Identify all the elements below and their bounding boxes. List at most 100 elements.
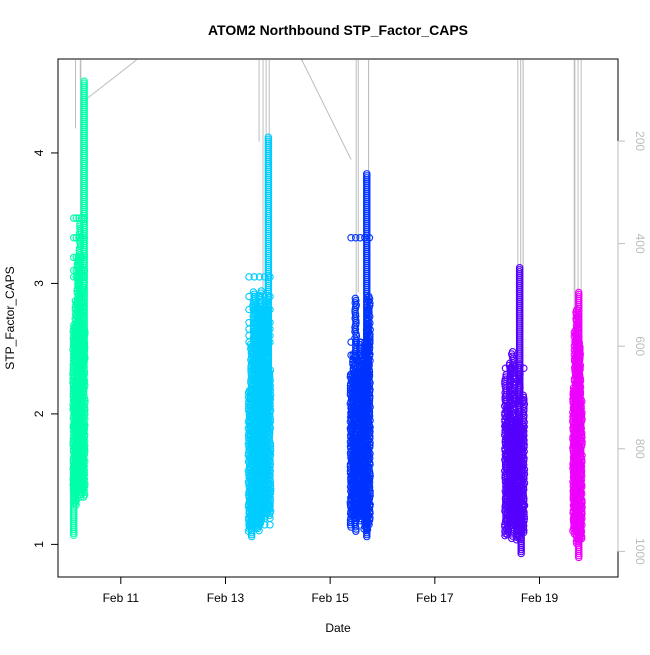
data-point — [77, 481, 86, 490]
data-point — [361, 234, 369, 242]
data-point — [574, 511, 583, 520]
data-point — [515, 268, 524, 276]
data-point — [260, 514, 269, 523]
data-point — [69, 351, 78, 359]
data-point — [365, 234, 374, 242]
data-point — [250, 514, 259, 523]
data-point — [347, 338, 355, 346]
series-1-extremes — [69, 77, 88, 539]
data-point — [250, 318, 259, 327]
data-point — [245, 488, 253, 496]
data-point — [75, 351, 83, 359]
data-point — [255, 292, 264, 301]
data-point — [250, 273, 259, 281]
data-point — [75, 253, 83, 262]
data-point — [356, 338, 364, 346]
x-tick-label: Feb 13 — [207, 591, 245, 605]
data-point — [77, 351, 86, 359]
data-point — [69, 384, 78, 392]
data-point — [69, 481, 78, 490]
data-point — [575, 501, 584, 509]
data-point — [250, 488, 259, 496]
data-point — [520, 364, 528, 372]
y-tick-label: 3 — [32, 280, 46, 287]
data-point — [361, 423, 369, 431]
data-point — [266, 305, 274, 314]
data-point — [69, 325, 78, 333]
data-point — [75, 325, 83, 333]
data-point — [72, 214, 81, 222]
y2-tick-label: 400 — [633, 234, 647, 254]
data-point — [255, 488, 264, 496]
data-point — [75, 214, 83, 222]
x-tick-label: Feb 19 — [521, 591, 559, 605]
data-point — [356, 351, 364, 359]
data-point — [506, 494, 514, 503]
data-point — [573, 462, 582, 470]
data-point — [365, 423, 374, 431]
data-point — [75, 266, 83, 275]
data-point — [264, 137, 273, 146]
data-point — [351, 494, 360, 503]
data-point — [365, 494, 374, 503]
grey-segment — [83, 59, 137, 102]
x-tick-label: Feb 11 — [103, 591, 140, 605]
data-point — [72, 351, 81, 359]
data-point — [515, 494, 523, 503]
data-point — [574, 290, 583, 299]
data-point — [351, 351, 360, 359]
data-point — [356, 475, 364, 483]
data-point — [260, 501, 269, 509]
data-point — [250, 305, 259, 314]
data-point — [517, 509, 525, 518]
data-point — [576, 447, 585, 455]
data-point — [77, 423, 86, 431]
data-point — [351, 410, 360, 418]
data-point — [264, 133, 273, 142]
data-point — [501, 494, 510, 503]
data-point — [260, 273, 269, 281]
y2-tick-label: 1000 — [633, 538, 647, 565]
data-point — [365, 338, 374, 346]
data-point — [520, 397, 528, 405]
data-point — [365, 371, 374, 379]
data-point — [69, 234, 78, 242]
data-point — [573, 501, 582, 509]
data-point — [80, 77, 88, 85]
y-axis-right: 200 400 600 800 1000 — [617, 131, 647, 565]
data-point — [356, 494, 364, 503]
data-point — [255, 305, 264, 314]
data-point — [260, 318, 269, 327]
data-point — [80, 214, 88, 222]
data-point — [247, 494, 256, 503]
data-point — [72, 234, 81, 242]
data-point — [80, 79, 88, 87]
data-point — [260, 305, 269, 314]
data-point — [515, 397, 523, 405]
series-5-extremes — [569, 288, 586, 562]
data-point — [80, 481, 88, 490]
data-point — [255, 514, 264, 523]
data-point — [577, 501, 586, 509]
data-point — [575, 462, 584, 470]
data-point — [520, 494, 528, 503]
data-point — [351, 294, 360, 303]
data-point — [515, 364, 523, 372]
data-point — [72, 423, 81, 431]
data-point — [501, 436, 510, 444]
y-tick-label: 4 — [32, 149, 46, 156]
data-point — [72, 266, 81, 275]
data-point — [69, 253, 78, 262]
data-point — [80, 266, 88, 275]
data-point — [515, 423, 523, 431]
data-point — [80, 325, 88, 333]
data-point — [520, 436, 528, 444]
data-point — [260, 292, 269, 301]
data-point — [517, 508, 525, 516]
data-point — [249, 288, 258, 296]
data-point — [577, 462, 586, 470]
data-point — [75, 403, 83, 412]
data-point — [365, 410, 374, 418]
data-point — [266, 318, 274, 327]
